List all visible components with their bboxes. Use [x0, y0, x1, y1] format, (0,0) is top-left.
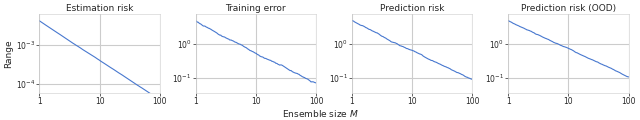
Title: Estimation risk: Estimation risk [66, 4, 133, 13]
Y-axis label: Range: Range [4, 39, 13, 68]
Title: Prediction risk (OOD): Prediction risk (OOD) [521, 4, 616, 13]
Title: Training error: Training error [225, 4, 286, 13]
Text: Ensemble size $M$: Ensemble size $M$ [282, 108, 358, 119]
Title: Prediction risk: Prediction risk [380, 4, 444, 13]
